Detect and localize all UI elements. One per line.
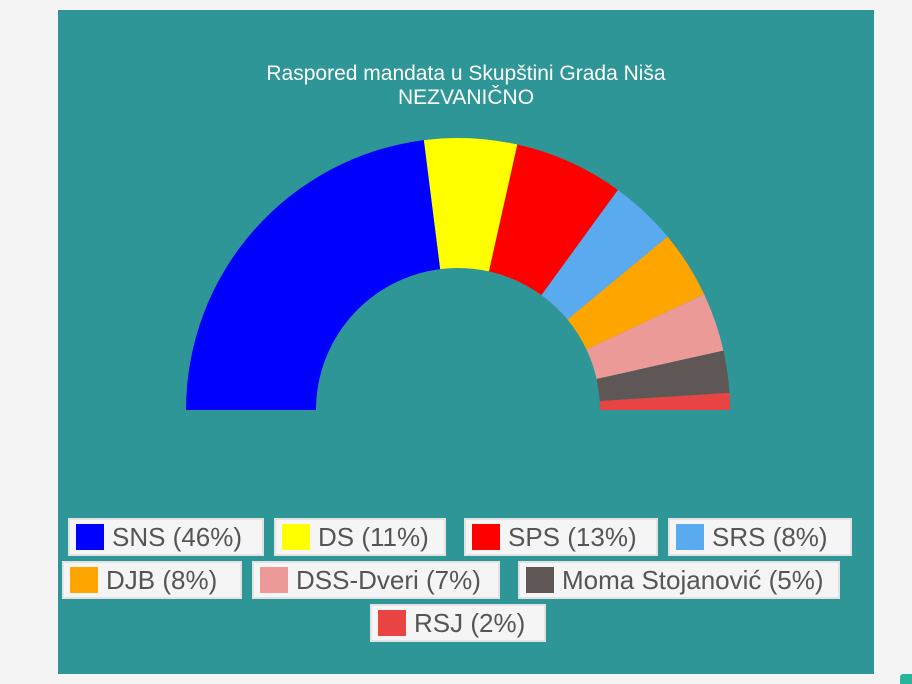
legend-label: RSJ (2%): [414, 607, 526, 638]
slice-rsj[interactable]: [599, 392, 730, 410]
slice-sps[interactable]: [488, 144, 618, 296]
slice-srs[interactable]: [541, 189, 668, 320]
legend-label: DS (11%): [318, 521, 429, 552]
legend-item[interactable]: RSJ (2%): [370, 604, 546, 642]
chart-subtitle: NEZVANIČNO: [397, 86, 535, 109]
legend-label: SPS (13%): [508, 521, 637, 552]
chart-title-block: Raspored mandata u Skupštini Grada Niša …: [58, 62, 874, 110]
legend-swatch: [282, 524, 310, 550]
legend-item[interactable]: Moma Stojanović (5%): [518, 561, 840, 599]
legend-swatch: [76, 524, 104, 550]
semicircle-chart: [186, 138, 730, 410]
slice-ds[interactable]: [423, 138, 518, 272]
legend-label: DJB (8%): [106, 564, 218, 595]
legend-label: Moma Stojanović (5%): [562, 564, 824, 595]
slice-moma-stojanovi-[interactable]: [596, 350, 730, 402]
slice-dss-dveri[interactable]: [586, 294, 724, 380]
legend-item[interactable]: DSS-Dveri (7%): [252, 561, 500, 599]
legend-swatch: [260, 567, 288, 593]
legend-item[interactable]: DJB (8%): [62, 561, 242, 599]
legend-label: SRS (8%): [712, 521, 828, 552]
legend-label: SNS (46%): [112, 521, 243, 552]
legend-swatch: [378, 610, 406, 636]
legend-swatch: [472, 524, 500, 550]
legend-label: DSS-Dveri (7%): [296, 564, 481, 595]
legend-item[interactable]: SPS (13%): [464, 518, 658, 556]
legend-swatch: [70, 567, 98, 593]
corner-tab: [900, 674, 912, 684]
legend-swatch: [676, 524, 704, 550]
legend-item[interactable]: SRS (8%): [668, 518, 852, 556]
chart-panel: Raspored mandata u Skupštini Grada Niša …: [58, 10, 874, 674]
slice-sns[interactable]: [186, 140, 441, 410]
legend-item[interactable]: SNS (46%): [68, 518, 264, 556]
chart-title: Raspored mandata u Skupštini Grada Niša: [266, 62, 666, 85]
legend-swatch: [526, 567, 554, 593]
legend-item[interactable]: DS (11%): [274, 518, 446, 556]
slice-djb[interactable]: [567, 236, 705, 350]
